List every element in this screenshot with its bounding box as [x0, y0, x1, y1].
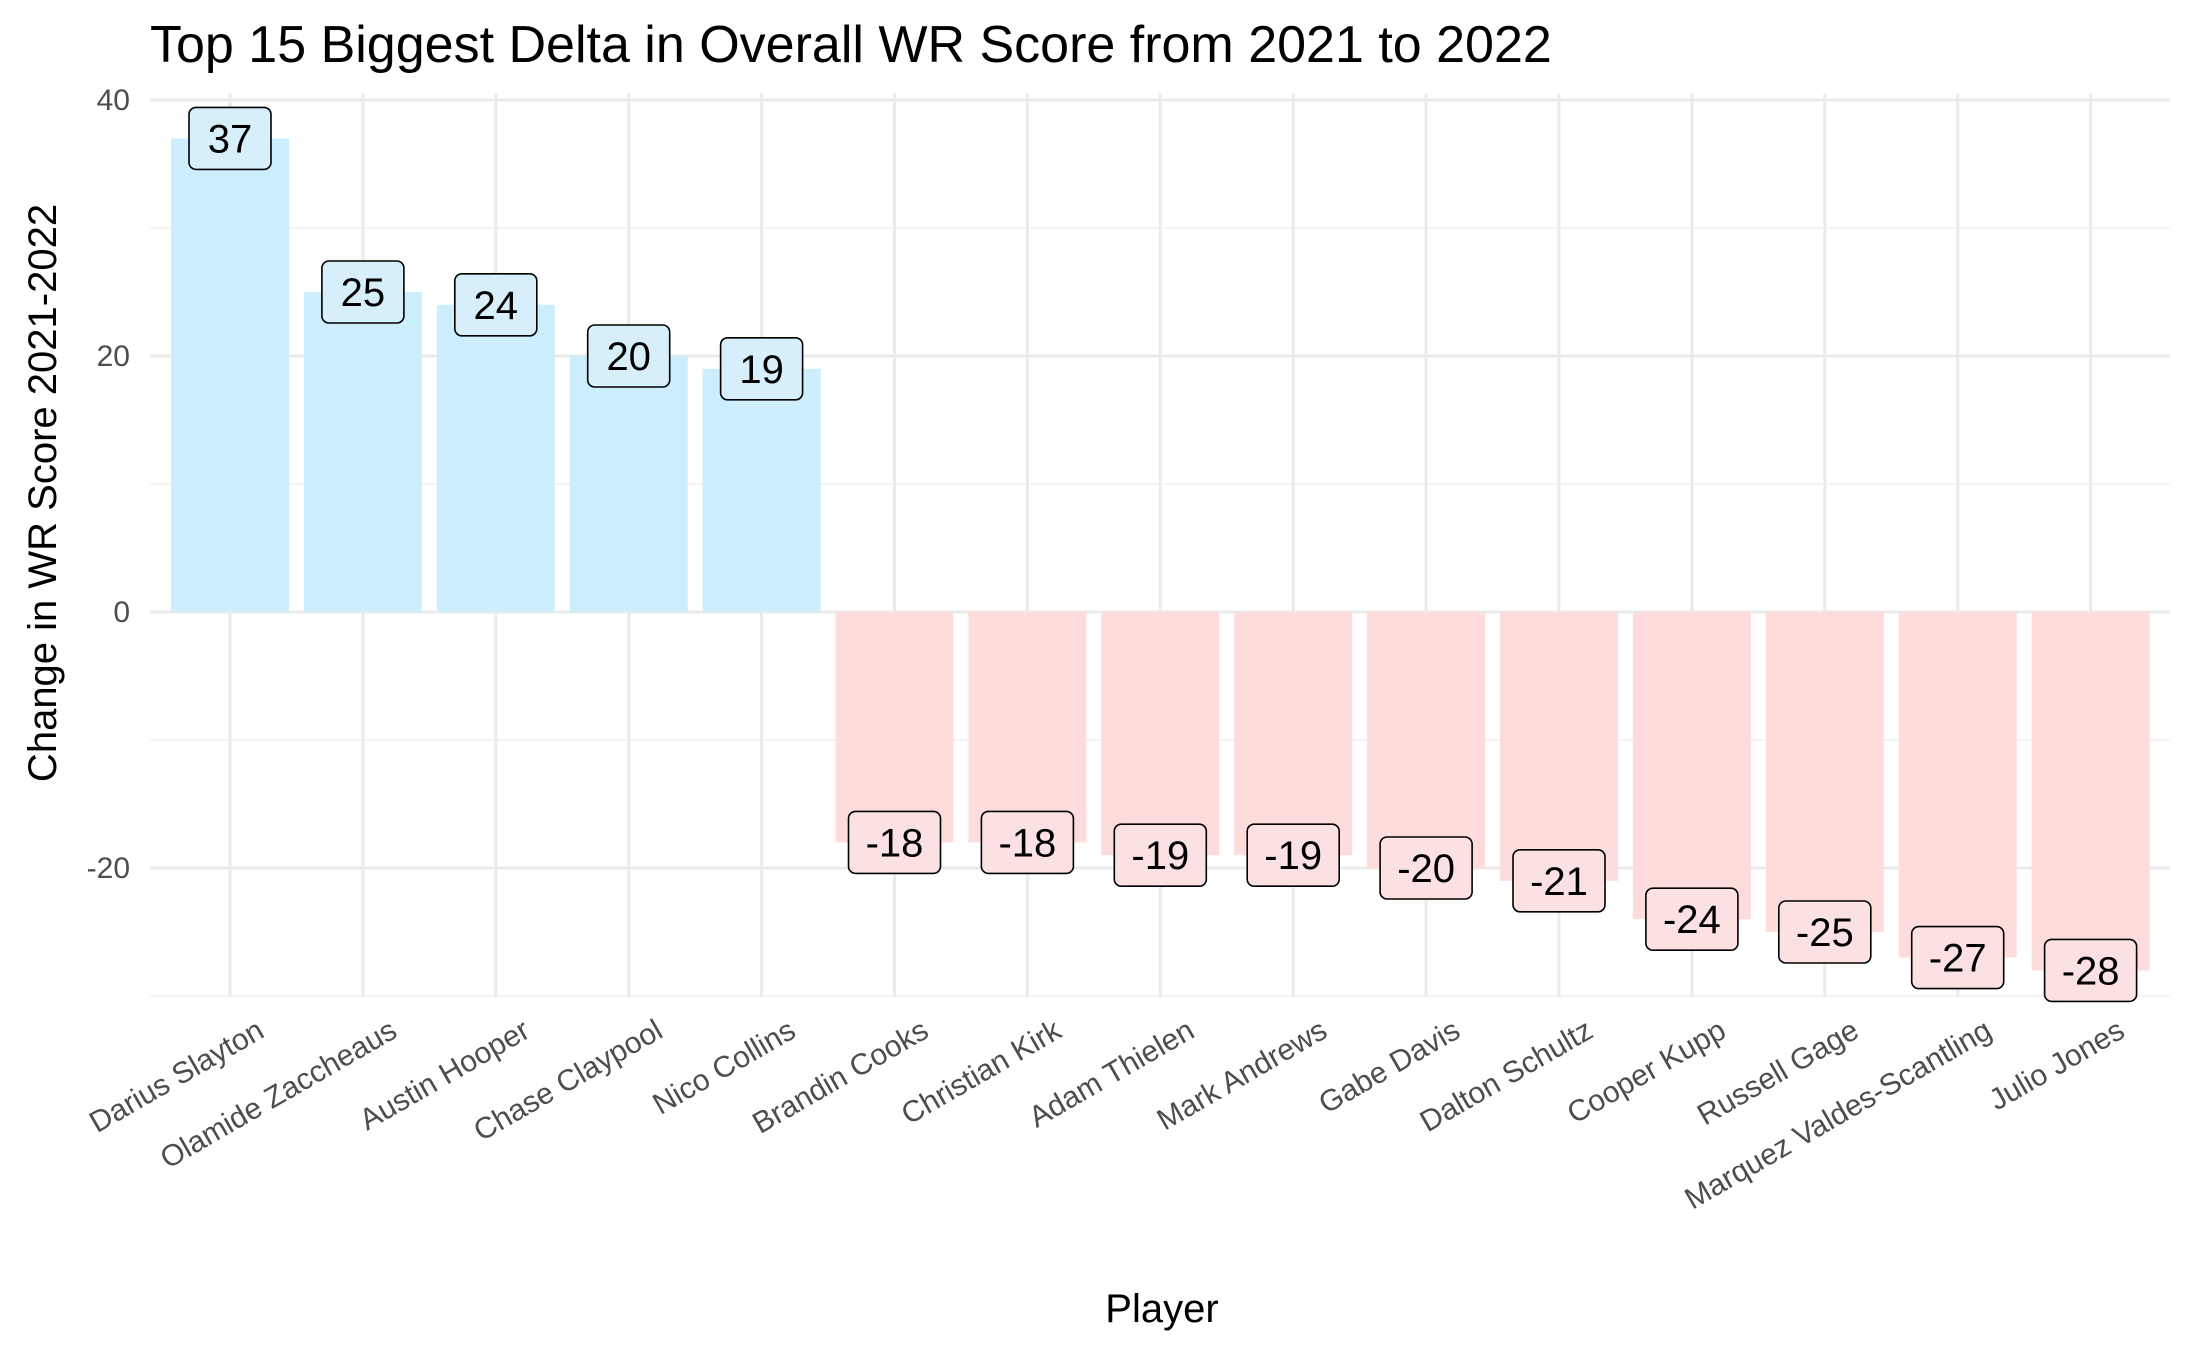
data-label: -18	[980, 810, 1075, 875]
data-label: -20	[1379, 836, 1473, 900]
x-tick-label: Julio Jones	[1984, 1013, 2130, 1117]
bar	[1101, 612, 1220, 856]
data-label: -27	[1910, 925, 2005, 990]
data-label: -19	[1246, 823, 1340, 888]
y-tick-label: -20	[87, 852, 130, 885]
bar	[1765, 612, 1884, 932]
data-label-box	[1379, 836, 1473, 900]
bar	[1632, 612, 1751, 920]
data-label-text: 25	[341, 271, 386, 315]
data-label-box	[188, 106, 272, 171]
data-label-text: 19	[739, 348, 784, 392]
data-label-text: 37	[208, 117, 253, 161]
data-label: -19	[1113, 823, 1208, 888]
y-tick-label: 40	[97, 84, 130, 117]
data-label-text: -18	[866, 821, 924, 865]
data-label-box	[2043, 938, 2138, 1003]
data-label-box	[1246, 823, 1340, 888]
bar	[702, 368, 821, 612]
y-axis-ticks: -20 0 20 40	[87, 84, 130, 885]
y-tick-label: 20	[97, 340, 130, 373]
bar	[835, 612, 954, 843]
data-label: -18	[847, 810, 942, 875]
data-label: -28	[2043, 938, 2138, 1003]
data-label-text: -25	[1796, 911, 1854, 955]
bar	[2031, 612, 2150, 971]
data-label-text: -21	[1530, 860, 1588, 904]
data-label-text: 24	[474, 284, 519, 328]
data-label-box	[1778, 900, 1872, 964]
data-label-box	[453, 272, 538, 337]
data-label: 19	[719, 336, 804, 401]
bar	[1234, 612, 1353, 856]
data-label: -24	[1645, 887, 1739, 952]
data-label-text: -18	[998, 821, 1056, 865]
data-label-box	[847, 810, 942, 875]
y-axis-title: Change in WR Score 2021-2022	[21, 204, 65, 782]
bar	[1898, 612, 2017, 958]
data-labels: 37 25 24 20 19 -18 -18 -19 -19 -20 -21 -24 -25 -27 -28	[188, 106, 2138, 1003]
data-label: -25	[1778, 900, 1872, 964]
bar	[968, 612, 1087, 843]
data-label: 24	[453, 272, 538, 337]
data-label-text: -19	[1131, 834, 1189, 878]
data-label-text: -19	[1264, 834, 1322, 878]
data-label-box	[1512, 848, 1606, 913]
bar	[436, 304, 555, 612]
data-label-text: -27	[1929, 937, 1987, 981]
data-label-box	[719, 336, 804, 401]
bar	[569, 356, 688, 612]
bar	[1500, 612, 1618, 881]
data-label-text: -24	[1663, 898, 1721, 942]
data-label-box	[1910, 925, 2005, 990]
data-label-box	[321, 260, 405, 324]
data-label-box	[586, 324, 671, 388]
x-axis-title: Player	[1105, 1287, 1218, 1331]
data-label: -21	[1512, 848, 1606, 913]
bar	[1367, 612, 1486, 868]
data-label: 25	[321, 260, 405, 324]
data-label-text: -20	[1397, 847, 1455, 891]
data-label: 37	[188, 106, 272, 171]
data-label: 20	[586, 324, 671, 388]
data-label-box	[1113, 823, 1208, 888]
y-tick-label: 0	[113, 596, 130, 629]
data-label-text: -28	[2062, 949, 2120, 993]
data-label-text: 20	[606, 335, 651, 379]
data-label-box	[980, 810, 1075, 875]
x-tick-label: Olamide Zaccheaus	[155, 1013, 403, 1175]
chart-title: Top 15 Biggest Delta in Overall WR Score…	[150, 16, 1552, 74]
bar	[303, 292, 422, 612]
bars	[171, 138, 2150, 971]
data-label-box	[1645, 887, 1739, 952]
bar	[171, 138, 289, 612]
